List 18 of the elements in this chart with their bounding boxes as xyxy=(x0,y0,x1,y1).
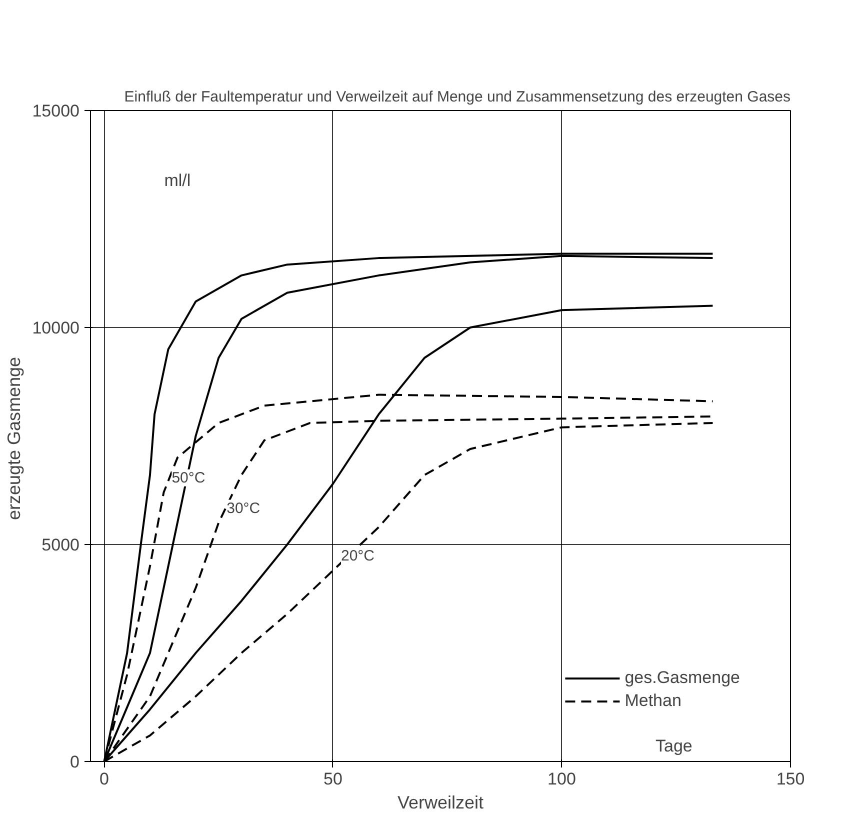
annotation: ml/l xyxy=(164,171,191,190)
annotation: 50°C xyxy=(172,469,206,486)
annotation: 30°C xyxy=(226,500,260,517)
y-tick-label: 0 xyxy=(70,752,80,772)
y-tick-label: 15000 xyxy=(32,102,80,120)
y-tick-label: 5000 xyxy=(42,536,80,554)
x-tick-label: 50 xyxy=(324,770,342,788)
x-axis-title: Verweilzeit xyxy=(397,792,484,812)
x-tick-label: 0 xyxy=(100,770,109,788)
legend-label: ges.Gasmenge xyxy=(624,668,740,688)
legend-label: Methan xyxy=(624,691,682,711)
y-tick-label: 10000 xyxy=(32,318,80,338)
x-tick-label: 150 xyxy=(776,770,805,788)
chart-title: Einfluß der Faultemperatur und Verweilzeit auf Menge und Zusammensetzung des erzeugten Gases xyxy=(124,88,791,106)
x-tick-label: 100 xyxy=(548,770,576,788)
annotation: 20°C xyxy=(340,548,375,565)
annotation: Tage xyxy=(656,736,692,756)
y-axis-title: erzeugte Gasmenge xyxy=(4,356,24,520)
